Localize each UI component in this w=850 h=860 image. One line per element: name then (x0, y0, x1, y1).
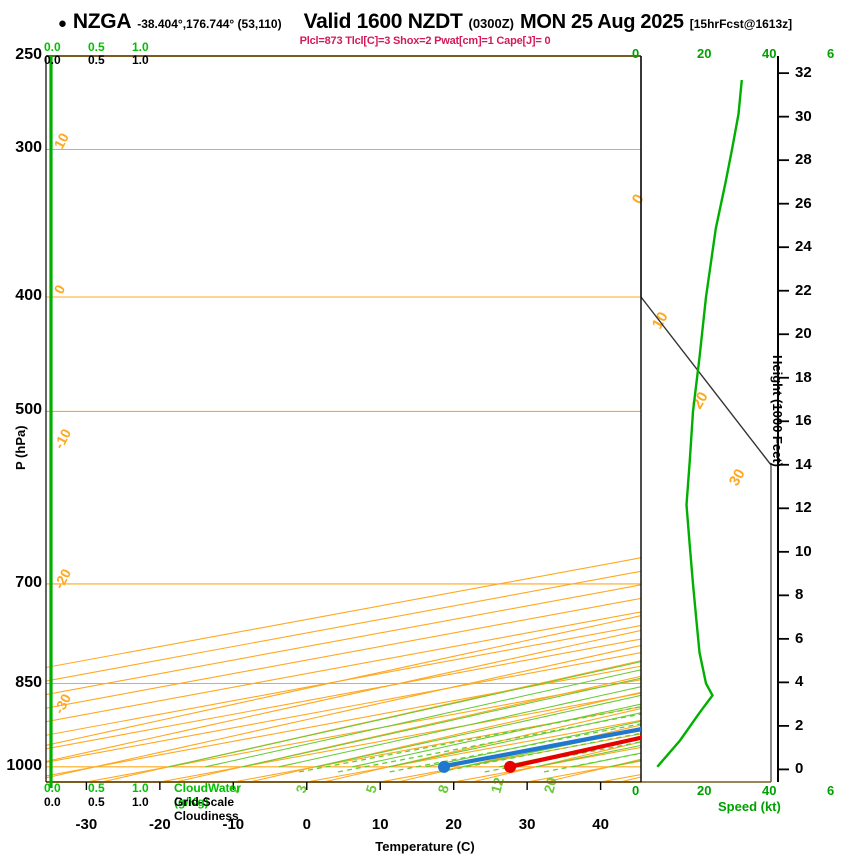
wind-barb (641, 122, 642, 124)
mixing-ratio-label: 5 (362, 783, 380, 795)
temperature-tick: 30 (518, 816, 536, 833)
speed-tick-top: 6 (827, 46, 835, 61)
height-tick: 28 (795, 151, 812, 169)
forecast-info: [15hrFcst@1613z] (689, 17, 793, 31)
height-tick: 8 (795, 586, 804, 604)
temperature-tick: 0 (302, 816, 311, 833)
temperature-tick: 10 (371, 816, 389, 833)
temperature-tick: 20 (445, 816, 463, 833)
height-tick: 0 (795, 760, 804, 778)
moist-adiabat-label: 30 (726, 466, 749, 489)
valid-date: MON 25 Aug 2025 (520, 11, 684, 33)
mixing-ratio-label: 2 (225, 783, 243, 795)
height-tick: 22 (795, 281, 812, 299)
pressure-tick: 1000 (6, 756, 42, 774)
height-tick: 6 (795, 629, 804, 647)
wind-barb (641, 356, 642, 358)
height-tick: 20 (795, 325, 812, 343)
height-tick: 24 (795, 238, 812, 256)
height-tick: 16 (795, 412, 812, 430)
mixing-ratio-label: 8 (434, 783, 452, 795)
station-dot-icon: ● (57, 15, 67, 32)
pressure-tick: 250 (15, 46, 42, 63)
height-tick: 30 (795, 107, 812, 125)
dry-adiabat-label: -10 (51, 426, 75, 452)
temperature-tick: -30 (75, 816, 98, 833)
pressure-axis-label: P (hPa) (13, 425, 28, 470)
speed-tick: 0 (632, 783, 640, 798)
pressure-tick: 700 (15, 573, 42, 591)
wind-barb (641, 256, 642, 258)
mixing-ratio-label: 3 (292, 783, 310, 795)
wind-barb (641, 503, 642, 505)
height-tick: 14 (795, 455, 812, 473)
pressure-tick: 850 (15, 673, 42, 691)
sounding-traces (438, 727, 641, 773)
height-tick: 4 (795, 673, 804, 691)
height-tick: 10 (795, 542, 812, 560)
wind-barb (641, 296, 642, 298)
wind-barb (641, 410, 642, 412)
surface-temperature-marker (504, 760, 517, 773)
wind-barb-panel (641, 79, 743, 768)
wind-barb (641, 165, 642, 167)
axis-ticks (85, 72, 789, 790)
dry-adiabat-label: 0 (51, 282, 69, 297)
temperature-tick: 40 (592, 816, 609, 833)
mixing-ratio-label: 12 (487, 775, 507, 794)
wind-barb (641, 459, 642, 461)
station-id: NZGA (72, 10, 132, 33)
height-axis-label: Height (1000 Feet) (770, 355, 785, 467)
speed-tick: 40 (762, 783, 777, 798)
mixing-ratio-label: 20 (540, 775, 560, 794)
height-tick: 2 (795, 716, 804, 734)
dewpoint-trace (438, 727, 641, 769)
temperature-tick: -20 (149, 816, 171, 833)
wind-speed-profile (656, 79, 743, 768)
speed-axis-label: Speed (kt) (718, 799, 781, 814)
pressure-tick: 500 (15, 401, 42, 419)
temperature-axis-label: Temperature (C) (375, 839, 475, 854)
speed-tick: 6 (827, 783, 835, 798)
surface-dewpoint-marker (438, 760, 451, 773)
cloudiness-legend: Grid-Scale Cloudiness (174, 795, 239, 823)
plot-frame (45, 55, 779, 788)
valid-time-zulu: (0300Z) (468, 16, 515, 31)
wind-barb (641, 583, 642, 584)
grid-lines (46, 56, 641, 782)
height-tick: 32 (795, 64, 812, 82)
sounding-parameters: Plcl=873 Tlcl[C]=3 Shox=2 Pwat[cm]=1 Cap… (299, 35, 551, 47)
dry-adiabat-label: -20 (51, 566, 75, 592)
speed-tick-top: 20 (697, 46, 712, 61)
pressure-tick: 400 (15, 287, 42, 304)
temperature-tick: -10 (222, 816, 245, 833)
station-coordinates: -38.404°,176.744° (53,110) (137, 17, 282, 31)
height-tick: 18 (795, 368, 812, 386)
dry-adiabat-label: 10 (51, 130, 73, 151)
valid-time: Valid 1600 NZDT (303, 10, 463, 33)
pressure-tick: 300 (15, 139, 42, 157)
speed-tick-top: 0 (632, 46, 640, 61)
wind-barb (641, 545, 642, 546)
cloudwater-legend: CloudWater (g/Kg) (174, 781, 241, 809)
speed-tick-top: 40 (762, 46, 777, 61)
height-tick: 26 (795, 194, 812, 212)
height-tick: 12 (795, 499, 812, 517)
dry-adiabat-label: -30 (51, 691, 75, 717)
header: ● NZGA -38.404°,176.744° (53,110) Valid … (0, 10, 850, 40)
moist-adiabat-label: 0 (629, 191, 648, 207)
speed-tick: 20 (697, 783, 712, 798)
